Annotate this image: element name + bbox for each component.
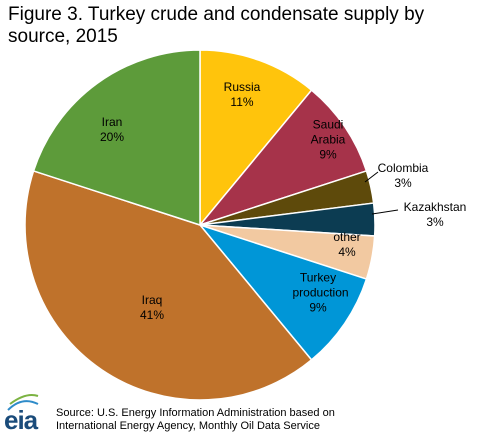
value-label: 9% [309,300,327,315]
value-label: 3% [394,176,412,190]
category-label: Colombia [377,161,429,175]
category-label: Russia [223,80,261,94]
value-label: 20% [99,130,125,144]
value-label: 11% [230,95,254,109]
source-note: Source: U.S. Energy Information Administ… [56,407,335,432]
slice-label: Kazakhstan 3% [398,200,473,230]
pie-slice [32,49,201,227]
slice-label: Saudi Arabia 9% [291,118,366,163]
value-label: 41% [139,308,165,322]
slice-label: other 4% [310,230,385,260]
leader-line [371,209,399,215]
logo-arc [7,400,39,411]
leader-line [364,171,379,183]
pie-slice [199,49,313,228]
value-label: 9% [319,147,337,162]
category-label: Kazakhstan [403,200,467,214]
value-label: 4% [338,245,356,259]
chart-title: Figure 3. Turkey crude and condensate su… [8,4,425,47]
slice-label: Iran 20% [75,115,150,145]
value-label: 3% [426,215,444,229]
logo: eia [4,405,38,435]
pie-slice [197,89,368,227]
category-label: Saudi Arabia [310,117,346,147]
slice-label: Colombia 3% [366,161,441,191]
slice-label: Russia 11% [205,80,280,110]
slice-label: Iraq 41% [115,293,190,323]
pie-slice [197,223,368,361]
logo-arc [9,394,39,405]
slice-label: Turkey production 9% [281,271,356,316]
category-label: Iraq [141,293,163,307]
category-label: Turkey production [292,270,349,300]
pie-slice [24,169,313,401]
category-label: other [333,230,361,244]
category-label: Iran [101,115,123,129]
